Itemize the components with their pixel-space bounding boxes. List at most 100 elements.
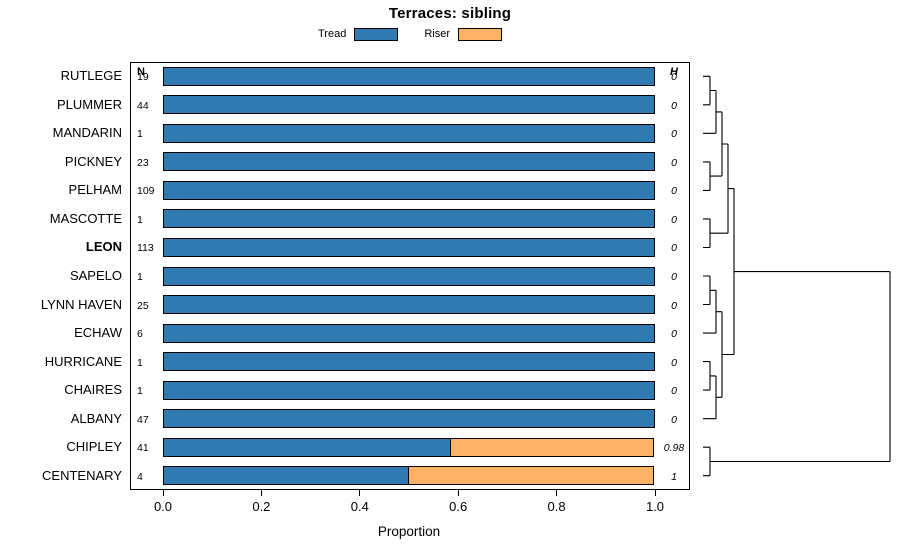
x-tick-mark [556, 490, 558, 496]
row-label: PLUMMER [56, 96, 122, 112]
h-value: 0 [671, 156, 677, 169]
bar-row [163, 409, 655, 429]
h-value: 0 [671, 328, 677, 341]
bar-row [163, 180, 655, 200]
bar-row [163, 66, 655, 86]
bar-segment-tread [163, 209, 655, 229]
legend-item: Riser [424, 27, 502, 41]
bar-row [163, 352, 655, 372]
row-label: CENTENARY [42, 467, 122, 483]
bar-segment-tread [163, 95, 655, 115]
n-value: 1 [137, 356, 143, 369]
bar-segment-tread [163, 152, 655, 172]
bar-segment-tread [163, 466, 409, 486]
bar-segment-tread [163, 295, 655, 315]
row-label: HURRICANE [44, 353, 122, 369]
bar-segment-tread [163, 437, 451, 457]
n-value: 23 [137, 156, 149, 169]
row-label: ALBANY [70, 410, 122, 426]
x-tick-mark [457, 490, 459, 496]
h-value: 0 [671, 99, 677, 112]
bar-row [163, 437, 655, 457]
x-tick-mark [654, 490, 656, 496]
n-value: 1 [137, 385, 143, 398]
n-value: 4 [137, 470, 143, 483]
bar-row [163, 152, 655, 172]
n-value: 1 [137, 213, 143, 226]
row-label: CHAIRES [64, 382, 122, 398]
h-value: 0 [671, 242, 677, 255]
n-value: 1 [137, 271, 143, 283]
h-value: 0 [671, 185, 677, 198]
bar-segment-tread [163, 237, 655, 257]
bar-row [163, 380, 655, 400]
legend-label: Tread [318, 28, 347, 40]
bar-segment-tread [163, 266, 655, 286]
n-value: 109 [137, 185, 155, 198]
bar-row [163, 237, 655, 257]
bar-row [163, 123, 655, 143]
h-column-header: H [670, 66, 678, 78]
legend-swatch [354, 27, 399, 41]
n-value: 19 [137, 71, 149, 84]
bar-row [163, 466, 655, 486]
dendrogram [703, 75, 891, 477]
legend-item: Tread [318, 27, 399, 41]
legend: Tread Riser [130, 26, 690, 42]
bar-segment-riser [408, 466, 654, 486]
bar-segment-tread [163, 409, 655, 429]
h-value: 0 [671, 213, 677, 226]
chart-title: Terraces: sibling [388, 5, 512, 22]
legend-swatch [458, 27, 502, 41]
n-value: 41 [137, 442, 149, 455]
x-tick-label: 0.6 [449, 499, 468, 514]
x-tick-label: 1.0 [645, 499, 665, 514]
bar-segment-tread [163, 380, 655, 400]
row-label: RUTLEGE [60, 68, 122, 84]
h-value: 1 [671, 470, 677, 483]
bar-segment-tread [163, 66, 655, 86]
row-label: LEON [85, 239, 122, 255]
n-column-header: N [137, 66, 145, 78]
bar-segment-tread [163, 123, 655, 143]
bar-segment-tread [163, 180, 655, 200]
n-value: 113 [137, 242, 154, 255]
bar-row [163, 209, 655, 229]
bar-row [163, 323, 655, 343]
x-axis-label: Proportion [377, 524, 441, 539]
n-value: 6 [137, 328, 143, 341]
h-value: 0 [671, 71, 677, 84]
bar-row [163, 95, 655, 115]
x-tick-label: 0.0 [153, 499, 173, 514]
legend-label: Riser [424, 28, 450, 40]
x-tick-label: 0.4 [350, 499, 369, 514]
h-value: 0 [671, 385, 677, 398]
bar-segment-riser [449, 437, 654, 457]
h-value: 0 [671, 413, 677, 426]
row-label: SAPELO [69, 268, 122, 283]
h-value: 0.98 [663, 442, 685, 455]
h-value: 0 [671, 128, 677, 141]
n-value: 44 [137, 99, 149, 112]
bar-row [163, 295, 655, 315]
n-value: 1 [137, 128, 143, 141]
x-tick-label: 0.2 [252, 499, 271, 514]
x-tick-mark [260, 490, 262, 496]
row-label: ECHAW [74, 325, 122, 341]
row-label: PELHAM [68, 182, 122, 198]
bar-segment-tread [163, 352, 655, 372]
bar-segment-tread [163, 323, 655, 343]
h-value: 0 [671, 271, 677, 283]
x-tick-mark [359, 490, 361, 496]
h-value: 0 [671, 299, 677, 312]
n-value: 25 [137, 299, 149, 312]
h-value: 0 [671, 356, 677, 369]
row-label: MANDARIN [52, 125, 122, 141]
x-tick-label: 0.8 [547, 499, 566, 514]
bar-row [163, 266, 655, 286]
n-value: 47 [137, 413, 149, 426]
x-tick-mark [162, 490, 164, 496]
row-label: LYNN HAVEN [40, 296, 122, 312]
row-label: MASCOTTE [49, 210, 122, 226]
